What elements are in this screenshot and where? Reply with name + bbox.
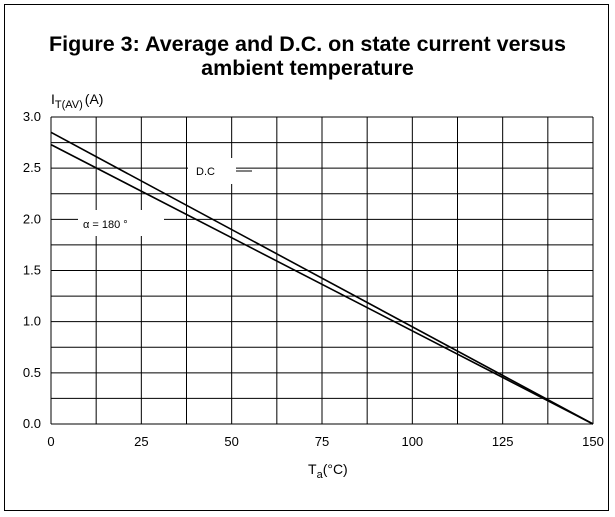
x-axis-label-sub: a [317, 469, 324, 481]
y-tick-label: 0.5 [23, 365, 41, 380]
y-tick-label: 2.5 [23, 160, 41, 175]
y-tick-label: 3.0 [23, 109, 41, 124]
series-line-alpha-180 [50, 143, 594, 425]
series-lines [50, 131, 594, 425]
x-tick-label: 0 [47, 434, 54, 449]
series-label-alpha-text: α = 180 ° [83, 219, 128, 231]
x-axis-label: Ta(°C) [308, 461, 348, 481]
x-tick-label: 150 [582, 434, 604, 449]
y-axis-label: IT(AV) (A) [51, 91, 103, 111]
x-tick-label: 75 [315, 434, 329, 449]
y-tick-label: 1.5 [23, 263, 41, 278]
grid [50, 116, 594, 425]
x-tick-label: 25 [134, 434, 148, 449]
title-line-2: ambient temperature [201, 56, 414, 80]
x-axis-label-main: T [308, 461, 317, 477]
y-tick-label: 2.0 [23, 211, 41, 226]
y-axis-label-main: I [51, 91, 55, 107]
title-line-1: Figure 3: Average and D.C. on state curr… [49, 32, 566, 56]
y-axis-label-sub: T(AV) [55, 99, 83, 111]
y-tick-label: 0.0 [23, 416, 41, 431]
x-tick-label: 100 [401, 434, 423, 449]
figure-frame [4, 4, 609, 511]
series-line-dc [50, 131, 594, 425]
series-label-alpha: α = 180 ° [78, 210, 164, 236]
x-axis-label-unit: (°C) [323, 461, 348, 477]
tick-labels: 0 25 50 75 100 125 150 0.0 0.5 1.0 1.5 2.0 2.5 3.0 [23, 109, 604, 449]
series-label-dc-text: D.C [196, 166, 215, 178]
x-tick-label: 125 [492, 434, 514, 449]
y-axis-label-unit: (A) [85, 91, 104, 107]
chart-title: Figure 3: Average and D.C. on state curr… [0, 32, 615, 80]
y-tick-label: 1.0 [23, 314, 41, 329]
series-label-dc: D.C [188, 158, 252, 184]
x-tick-label: 50 [224, 434, 238, 449]
